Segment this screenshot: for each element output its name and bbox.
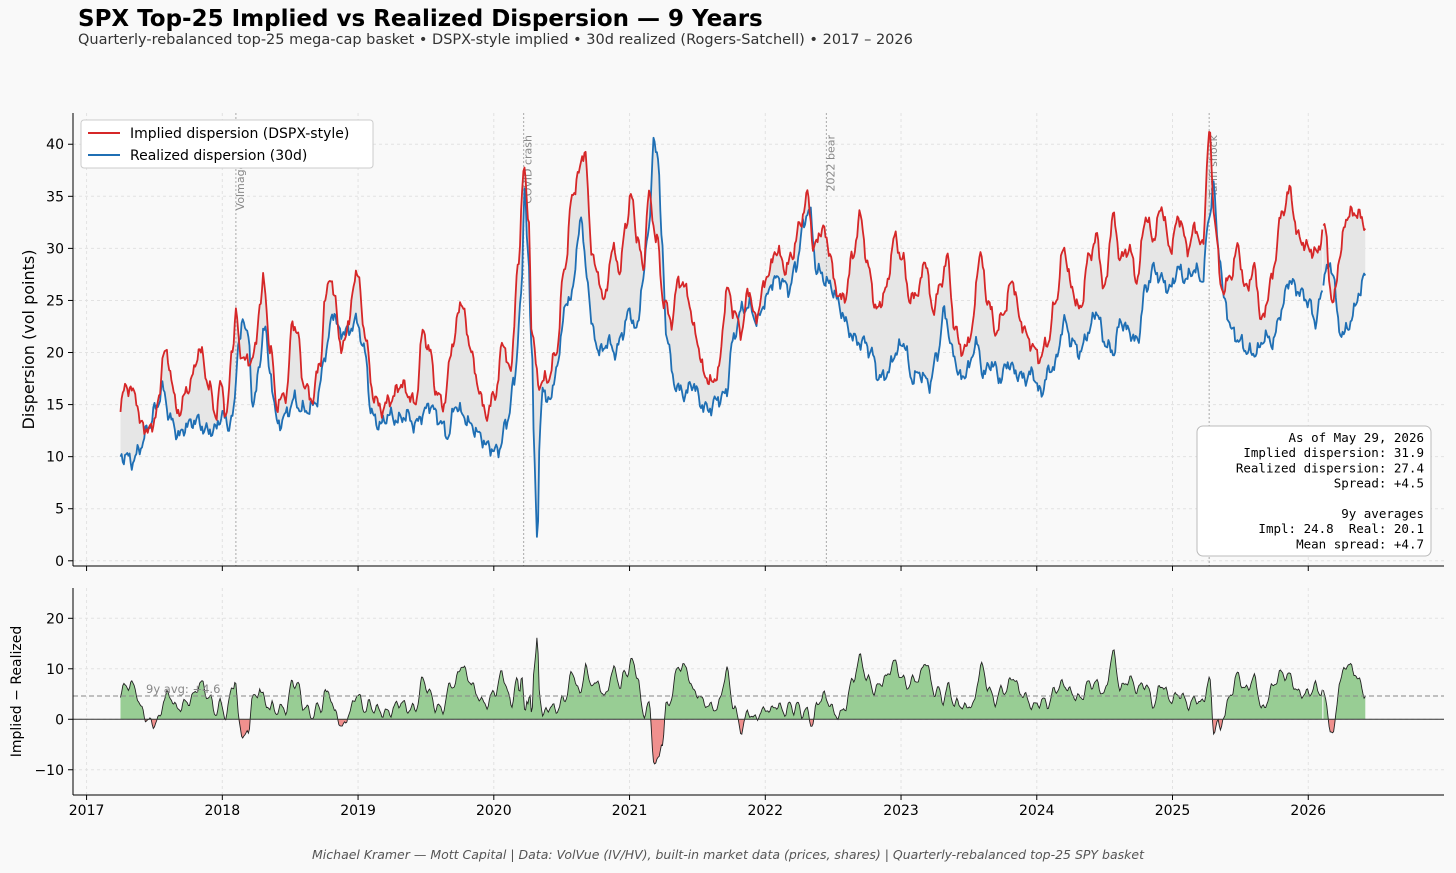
stats-box-frame bbox=[1196, 425, 1432, 557]
stats-line: Spread: +4.5 bbox=[1334, 476, 1424, 491]
realized-series-line bbox=[1322, 262, 1367, 338]
spread-line bbox=[1322, 662, 1366, 734]
spread-line bbox=[120, 637, 1323, 765]
x-tick-label: 2020 bbox=[476, 803, 512, 819]
x-tick-label: 2024 bbox=[1019, 803, 1055, 819]
y-tick-label: 10 bbox=[46, 450, 64, 466]
y-tick-label: 10 bbox=[46, 662, 64, 678]
chart-title: SPX Top-25 Implied vs Realized Dispersio… bbox=[78, 6, 763, 32]
stats-line: Impl: 24.8 Real: 20.1 bbox=[1258, 521, 1424, 536]
y-tick-label: 5 bbox=[55, 502, 64, 518]
y-tick-label: 0 bbox=[55, 554, 64, 570]
y-tick-label: 25 bbox=[46, 293, 64, 309]
x-tick-label: 2021 bbox=[612, 803, 648, 819]
y-tick-label: 30 bbox=[46, 241, 64, 257]
legend: Implied dispersion (DSPX-style) Realized … bbox=[80, 119, 374, 169]
stats-line: Implied dispersion: 31.9 bbox=[1243, 445, 1424, 460]
x-tick-label: 2018 bbox=[204, 803, 240, 819]
x-tick-label: 2017 bbox=[69, 803, 105, 819]
chart-footer: Michael Kramer — Mott Capital | Data: Vo… bbox=[312, 847, 1144, 862]
x-tick-label: 2022 bbox=[747, 803, 783, 819]
stats-line: Realized dispersion: 27.4 bbox=[1236, 460, 1424, 475]
x-tick-label: 2023 bbox=[883, 803, 919, 819]
y-tick-label: 20 bbox=[46, 611, 64, 627]
stats-line: 9y averages bbox=[1341, 506, 1424, 521]
y-tick-label: −10 bbox=[34, 763, 64, 779]
legend-label-implied: Implied dispersion (DSPX-style) bbox=[130, 126, 349, 142]
y-tick-label: 0 bbox=[55, 712, 64, 728]
stats-line: Mean spread: +4.7 bbox=[1296, 536, 1424, 551]
chart-subtitle: Quarterly-rebalanced top-25 mega-cap bas… bbox=[78, 32, 913, 48]
y-axis-label: Dispersion (vol points) bbox=[19, 250, 38, 430]
legend-label-realized: Realized dispersion (30d) bbox=[130, 148, 307, 164]
realized-series-line bbox=[119, 136, 1324, 538]
y-tick-label: 35 bbox=[46, 189, 64, 205]
x-tick-label: 2025 bbox=[1155, 803, 1191, 819]
y-tick-label: 40 bbox=[46, 137, 64, 153]
spread-positive-area bbox=[1323, 663, 1366, 720]
dispersion-panel: Volmageddon COVID crash 2022 bear Tariff sh… bbox=[19, 113, 1444, 571]
implied-series-line bbox=[119, 131, 1324, 435]
average-label: 9y avg: +4.6 bbox=[146, 682, 220, 696]
spread-positive-area bbox=[120, 637, 1323, 720]
event-marker-label: 2022 bear bbox=[824, 135, 837, 192]
spread-fill-band bbox=[120, 131, 1323, 537]
stats-line: As of May 29, 2026 bbox=[1289, 430, 1424, 445]
x-tick-label: 2026 bbox=[1290, 803, 1326, 819]
legend-box bbox=[80, 119, 374, 169]
x-tick-label: 2019 bbox=[340, 803, 376, 819]
implied-series-line bbox=[1322, 205, 1367, 304]
y-tick-label: 15 bbox=[46, 398, 64, 414]
y-axis-label: Implied − Realized bbox=[9, 626, 25, 757]
spread-negative-area bbox=[120, 719, 1323, 764]
spread-panel: 9y avg: +4.6 −10 0 10 20 2017 2018 2019 2020 2021… bbox=[9, 588, 1444, 819]
event-marker-label: COVID crash bbox=[522, 135, 535, 204]
y-tick-label: 20 bbox=[46, 346, 64, 362]
